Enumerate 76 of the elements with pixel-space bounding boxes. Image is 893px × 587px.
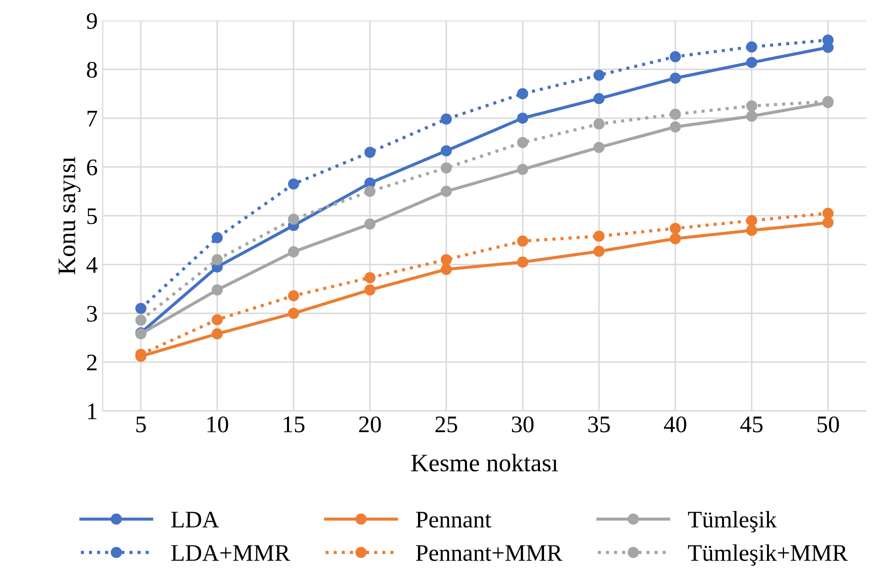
point [364,146,376,158]
y-tick-label: 3 [87,306,97,322]
point [593,93,605,104]
x-tick-label: 30 [512,416,534,432]
x-tick-label: 15 [284,416,304,432]
point [364,272,376,284]
point [670,108,681,120]
point [288,178,300,190]
y-tick-label: 4 [86,257,98,273]
x-tick-label: 25 [436,416,458,432]
legend-label: Tümleşik+MMR [688,544,848,566]
x-tick-label: 10 [207,416,228,432]
point [288,246,300,258]
point [212,254,223,266]
point [288,214,300,225]
point [364,284,376,296]
point [517,136,528,148]
point [212,314,223,326]
point [440,114,452,125]
point [288,308,300,319]
point [517,236,528,247]
point [517,88,528,100]
point [670,233,681,244]
point [822,208,834,219]
point [746,56,758,68]
y-tick-label: 6 [87,159,98,176]
point [364,218,376,230]
x-axis-title: Kesme noktası [411,454,558,472]
point [670,222,681,234]
point [822,217,834,228]
point [135,314,146,326]
x-tick-label: 5 [136,416,146,432]
y-tick-label: 7 [88,110,98,126]
point [135,302,146,314]
x-tick-label: 45 [740,416,763,432]
point [593,230,605,242]
point [212,284,223,296]
x-tick-label: 20 [359,416,381,432]
point [440,162,452,174]
point [288,290,300,302]
point [440,145,452,156]
point [440,254,452,266]
point [212,328,223,340]
y-tick-label: 1 [88,404,96,420]
legend-label: Tümleşik [688,510,777,532]
point [746,100,758,112]
point [746,215,758,226]
point [440,264,452,275]
point [670,51,681,62]
point [517,112,528,124]
y-axis-title: Konu sayısı [58,156,80,274]
legend-label: LDA [171,512,219,528]
point [746,224,758,236]
legend-label: Pennant+MMR [416,545,562,561]
x-tick-label: 40 [664,416,686,432]
y-tick-label: 8 [86,62,97,78]
point [670,121,681,132]
legend-label: LDA+MMR [171,545,290,561]
y-tick-label: 9 [86,13,97,29]
y-tick-label: 5 [87,208,97,224]
y-tick-label: 2 [87,354,97,370]
point [517,164,528,175]
point [212,232,223,244]
point [364,186,376,197]
point [593,246,605,257]
x-tick-label: 35 [588,416,610,432]
point [593,70,605,81]
point [440,186,452,197]
point [670,72,681,84]
point [593,142,605,153]
x-tick-label: 50 [818,416,839,432]
point [746,110,758,122]
point [746,41,758,52]
point [593,118,605,130]
point [517,256,528,268]
legend-label: Pennant [416,512,492,528]
